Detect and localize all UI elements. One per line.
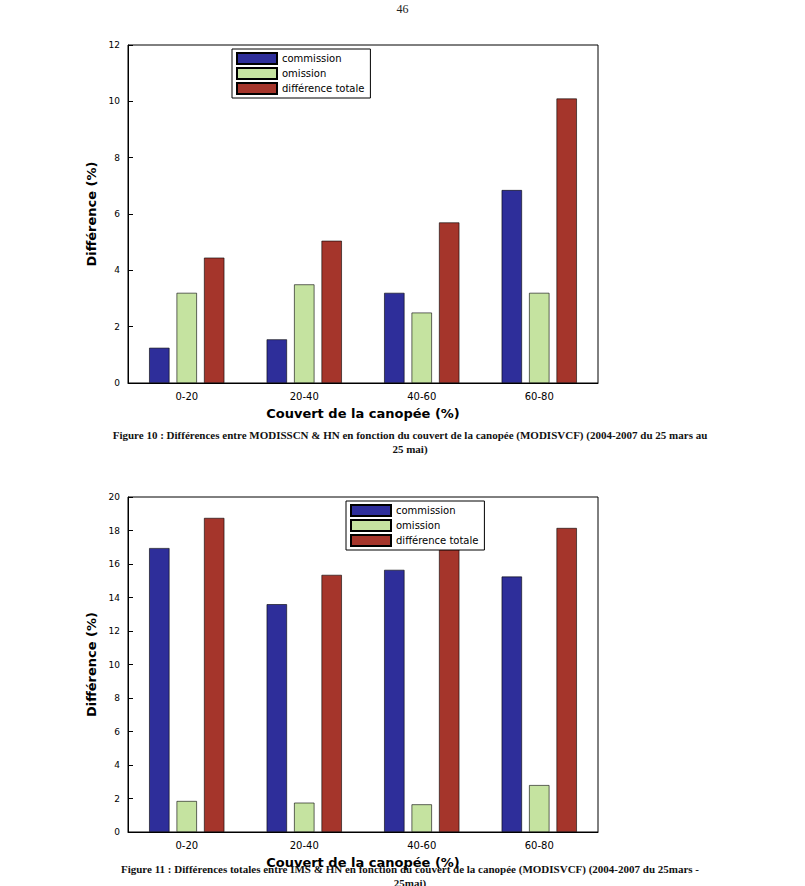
svg-text:différence totale: différence totale <box>396 535 478 546</box>
svg-text:Couvert de la canopée (%): Couvert de la canopée (%) <box>266 406 460 421</box>
svg-text:8: 8 <box>114 693 120 703</box>
svg-text:0-20: 0-20 <box>175 840 198 851</box>
svg-text:20: 20 <box>109 492 121 502</box>
svg-text:6: 6 <box>114 209 120 219</box>
svg-text:omission: omission <box>282 68 326 79</box>
svg-text:commission: commission <box>396 505 456 516</box>
svg-text:12: 12 <box>109 626 120 636</box>
svg-text:0: 0 <box>114 827 120 837</box>
svg-text:40-60: 40-60 <box>407 391 436 402</box>
svg-text:omission: omission <box>396 520 440 531</box>
svg-text:différence totale: différence totale <box>282 83 364 94</box>
svg-text:commission: commission <box>282 53 342 64</box>
svg-text:2: 2 <box>114 794 120 804</box>
html-text:Figure 10 : Différences entre: Figure 10 : Différences entre MODISSCN &… <box>112 429 708 455</box>
svg-text:Couvert de la canopée (%): Couvert de la canopée (%) <box>266 855 460 870</box>
svg-text:0-20: 0-20 <box>175 391 198 402</box>
svg-text:60-80: 60-80 <box>525 840 554 851</box>
svg-text:18: 18 <box>109 526 121 536</box>
svg-text:10: 10 <box>109 660 121 670</box>
svg-text:8: 8 <box>114 153 120 163</box>
svg-text:Différence (%): Différence (%) <box>84 612 99 717</box>
svg-text:4: 4 <box>114 760 120 770</box>
svg-text:4: 4 <box>114 265 120 275</box>
svg-text:60-80: 60-80 <box>525 391 554 402</box>
svg-text:14: 14 <box>109 593 121 603</box>
svg-text:6: 6 <box>114 727 120 737</box>
svg-text:Différence (%): Différence (%) <box>84 161 99 266</box>
svg-text:40-60: 40-60 <box>407 840 436 851</box>
svg-text:16: 16 <box>109 559 121 569</box>
svg-text:0: 0 <box>114 378 120 388</box>
svg-text:2: 2 <box>114 322 120 332</box>
svg-text:10: 10 <box>109 96 121 106</box>
svg-text:12: 12 <box>109 40 120 50</box>
html-text:46: 46 <box>396 2 409 16</box>
svg-text:20-40: 20-40 <box>290 391 319 402</box>
svg-text:20-40: 20-40 <box>290 840 319 851</box>
